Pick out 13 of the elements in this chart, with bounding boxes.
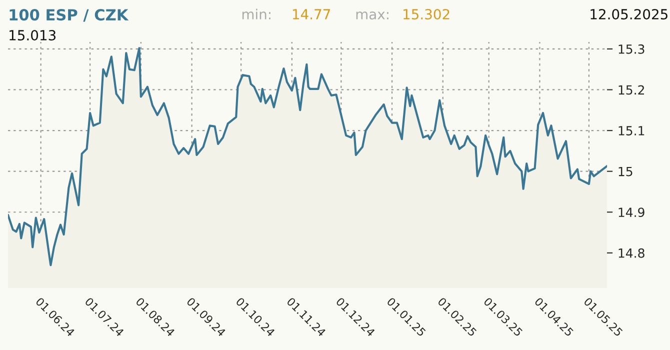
- text: max:: [356, 12, 388, 20]
- y-tick-label: 15.2: [618, 85, 644, 95]
- chart-title: 100 ESP / CZK: [10, 9, 129, 22]
- y-tick-label: 14.8: [618, 248, 644, 258]
- text: min:: [242, 8, 270, 20]
- y-tick-label: 15: [618, 166, 632, 176]
- y-tick-label: 14.9: [618, 208, 644, 218]
- text: 15.302: [404, 8, 450, 20]
- y-tick-label: 15.3: [618, 44, 644, 54]
- text: 12.05.2025: [590, 8, 668, 20]
- text: 15.013: [10, 30, 56, 40]
- text: 14.77: [292, 9, 330, 20]
- y-tick-label: 15.1: [618, 126, 644, 136]
